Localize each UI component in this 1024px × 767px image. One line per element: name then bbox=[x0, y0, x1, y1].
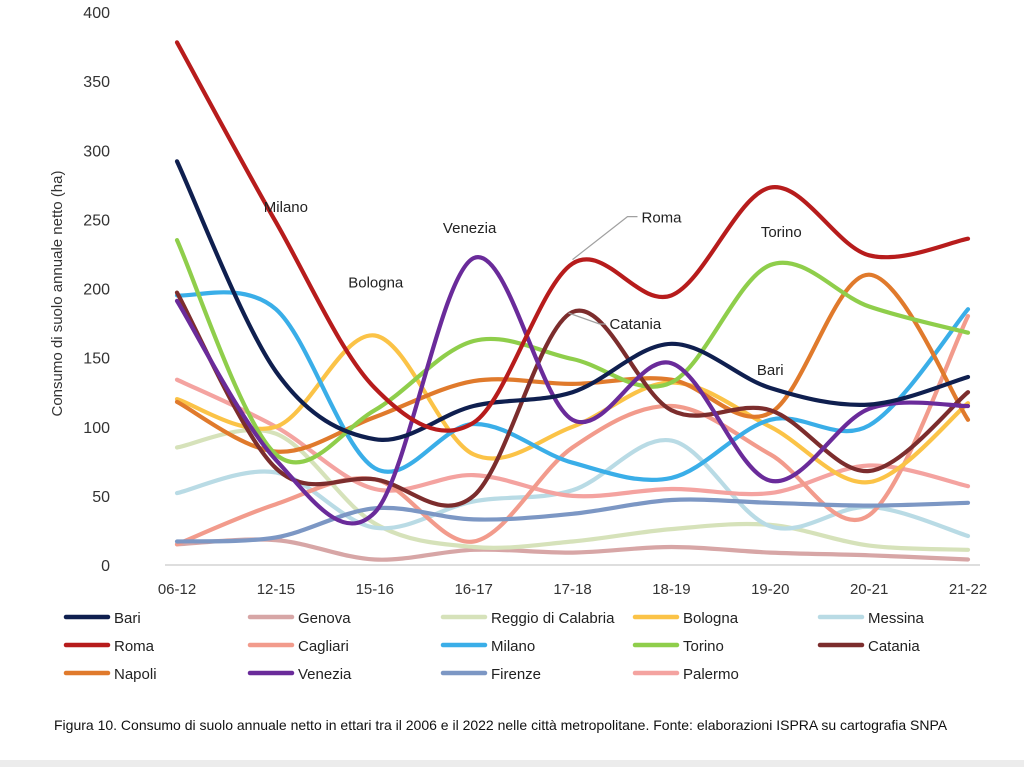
y-axis: 0 50 100 150 200 250 300 350 400 Consumo di suolo… bbox=[49, 5, 110, 575]
legend: Bari Genova Reggio di Calabria Bologna Messi… bbox=[63, 610, 925, 683]
legend-item-venezia: Venezia bbox=[247, 666, 352, 683]
annotation-label: Milano bbox=[264, 199, 308, 216]
x-tick-label: 20-21 bbox=[850, 581, 888, 598]
legend-item-catania: Catania bbox=[817, 638, 920, 655]
series-line-messina bbox=[174, 438, 971, 539]
figure-caption: Figura 10. Consumo di suolo annuale nett… bbox=[54, 717, 948, 733]
legend-item-roma: Roma bbox=[63, 638, 155, 655]
x-tick-label: 16-17 bbox=[454, 581, 492, 598]
y-tick-label: 300 bbox=[83, 143, 110, 160]
legend-item-cagliari: Cagliari bbox=[247, 638, 349, 655]
x-axis: 06-12 12-15 15-16 16-17 17-18 18-19 19-20 20-21… bbox=[158, 564, 987, 598]
legend-label: Bari bbox=[114, 610, 141, 627]
annotation-label: Catania bbox=[610, 316, 662, 333]
series-line-torino bbox=[174, 238, 971, 465]
series-lines bbox=[174, 40, 971, 562]
legend-label: Napoli bbox=[114, 666, 157, 683]
x-tick-label: 19-20 bbox=[751, 581, 789, 598]
legend-item-palermo: Palermo bbox=[632, 666, 739, 683]
x-tick-label: 15-16 bbox=[356, 581, 394, 598]
y-axis-label: Consumo di suolo annuale netto (ha) bbox=[49, 171, 66, 417]
x-tick-label: 06-12 bbox=[158, 581, 196, 598]
legend-label: Genova bbox=[298, 610, 351, 627]
legend-label: Reggio di Calabria bbox=[491, 610, 615, 627]
series-line-firenze bbox=[174, 497, 971, 544]
legend-item-reggio-di-calabria: Reggio di Calabria bbox=[440, 610, 615, 627]
x-tick-label: 18-19 bbox=[652, 581, 690, 598]
series-line-genova bbox=[174, 537, 971, 562]
x-tick-label: 12-15 bbox=[257, 581, 295, 598]
y-tick-label: 100 bbox=[83, 420, 110, 437]
legend-label: Roma bbox=[114, 638, 155, 655]
y-tick-label: 250 bbox=[83, 212, 110, 229]
series-line-cagliari bbox=[174, 314, 971, 547]
legend-item-milano: Milano bbox=[440, 638, 535, 655]
y-tick-label: 400 bbox=[83, 5, 110, 22]
y-tick-label: 200 bbox=[83, 282, 110, 299]
annotation-leader-line bbox=[572, 216, 638, 261]
legend-label: Palermo bbox=[683, 666, 739, 683]
annotation-label: Venezia bbox=[443, 220, 497, 237]
series-line-milano bbox=[174, 290, 971, 482]
legend-label: Bologna bbox=[683, 610, 739, 627]
annotation-label: Roma bbox=[642, 210, 683, 227]
y-tick-label: 50 bbox=[92, 489, 110, 506]
legend-label: Firenze bbox=[491, 666, 541, 683]
legend-item-messina: Messina bbox=[817, 610, 925, 627]
annotation-label: Torino bbox=[761, 224, 802, 241]
y-tick-label: 350 bbox=[83, 74, 110, 91]
legend-item-bari: Bari bbox=[63, 610, 141, 627]
legend-label: Cagliari bbox=[298, 638, 349, 655]
series-line-venezia bbox=[174, 255, 971, 526]
legend-label: Torino bbox=[683, 638, 724, 655]
annotation-label: Bari bbox=[757, 362, 784, 379]
series-line-bologna bbox=[174, 333, 971, 485]
legend-item-firenze: Firenze bbox=[440, 666, 541, 683]
series-line-napoli bbox=[174, 272, 971, 454]
series-line-roma bbox=[174, 40, 971, 433]
annotation-leader-line bbox=[568, 312, 606, 325]
annotation-label: Bologna bbox=[348, 275, 404, 292]
series-line-catania bbox=[174, 290, 971, 508]
y-tick-label: 150 bbox=[83, 351, 110, 368]
legend-item-napoli: Napoli bbox=[63, 666, 157, 683]
annotations: Milano Bologna Venezia Roma Catania Torino Bar… bbox=[264, 199, 802, 379]
page-bottom-strip bbox=[0, 760, 1024, 767]
legend-item-genova: Genova bbox=[247, 610, 351, 627]
x-tick-label: 21-22 bbox=[949, 581, 987, 598]
y-tick-label: 0 bbox=[101, 558, 110, 575]
series-line-bari bbox=[174, 159, 971, 443]
legend-item-torino: Torino bbox=[632, 638, 724, 655]
legend-label: Catania bbox=[868, 638, 920, 655]
legend-label: Messina bbox=[868, 610, 925, 627]
x-tick-label: 17-18 bbox=[553, 581, 591, 598]
legend-label: Milano bbox=[491, 638, 535, 655]
legend-item-bologna: Bologna bbox=[632, 610, 739, 627]
legend-label: Venezia bbox=[298, 666, 352, 683]
line-chart: 0 50 100 150 200 250 300 350 400 Consumo di suolo… bbox=[49, 5, 987, 683]
